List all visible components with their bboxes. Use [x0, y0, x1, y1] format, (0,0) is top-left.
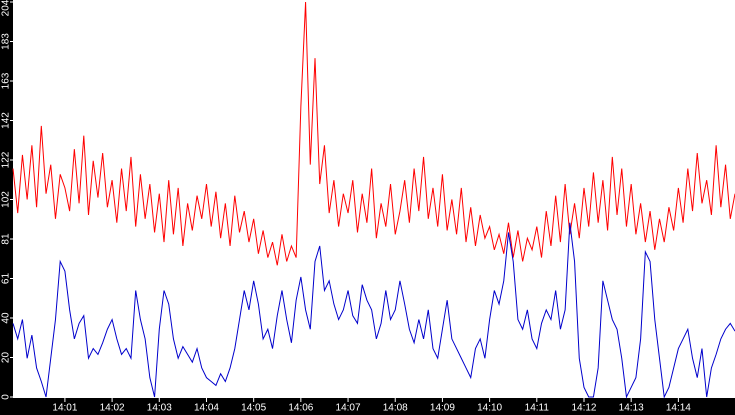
x-tick-label: 14:03: [147, 403, 172, 414]
x-axis-strip: [0, 398, 735, 415]
y-tick-label: 102: [1, 191, 12, 208]
x-tick-label: 14:11: [525, 403, 550, 414]
y-tick-label: 40: [1, 312, 12, 324]
y-tick-label: 142: [1, 112, 12, 129]
x-tick-label: 14:13: [619, 403, 644, 414]
y-tick-label: 20: [1, 352, 12, 364]
y-tick-label: 204: [1, 0, 12, 16]
y-tick-label: 81: [1, 233, 12, 245]
x-tick-label: 14:09: [430, 403, 455, 414]
series-line: [12, 222, 735, 399]
series-line: [12, 1, 735, 266]
x-tick-label: 14:12: [571, 403, 596, 414]
y-tick-label: 61: [1, 273, 12, 285]
y-tick-label: 122: [1, 151, 12, 168]
x-tick-label: 14:05: [241, 403, 266, 414]
x-tick-label: 14:06: [288, 403, 313, 414]
x-tick-label: 14:10: [477, 403, 502, 414]
y-tick-label: 163: [1, 72, 12, 89]
x-tick-label: 14:01: [52, 403, 77, 414]
y-axis-strip: [0, 0, 13, 415]
x-tick-label: 14:14: [666, 403, 691, 414]
x-tick-label: 14:07: [336, 403, 361, 414]
x-tick-label: 14:04: [194, 403, 219, 414]
x-tick-label: 14:08: [383, 403, 408, 414]
y-tick-label: 0: [1, 394, 12, 400]
y-tick-label: 183: [1, 33, 12, 50]
x-tick-label: 14:02: [100, 403, 125, 414]
